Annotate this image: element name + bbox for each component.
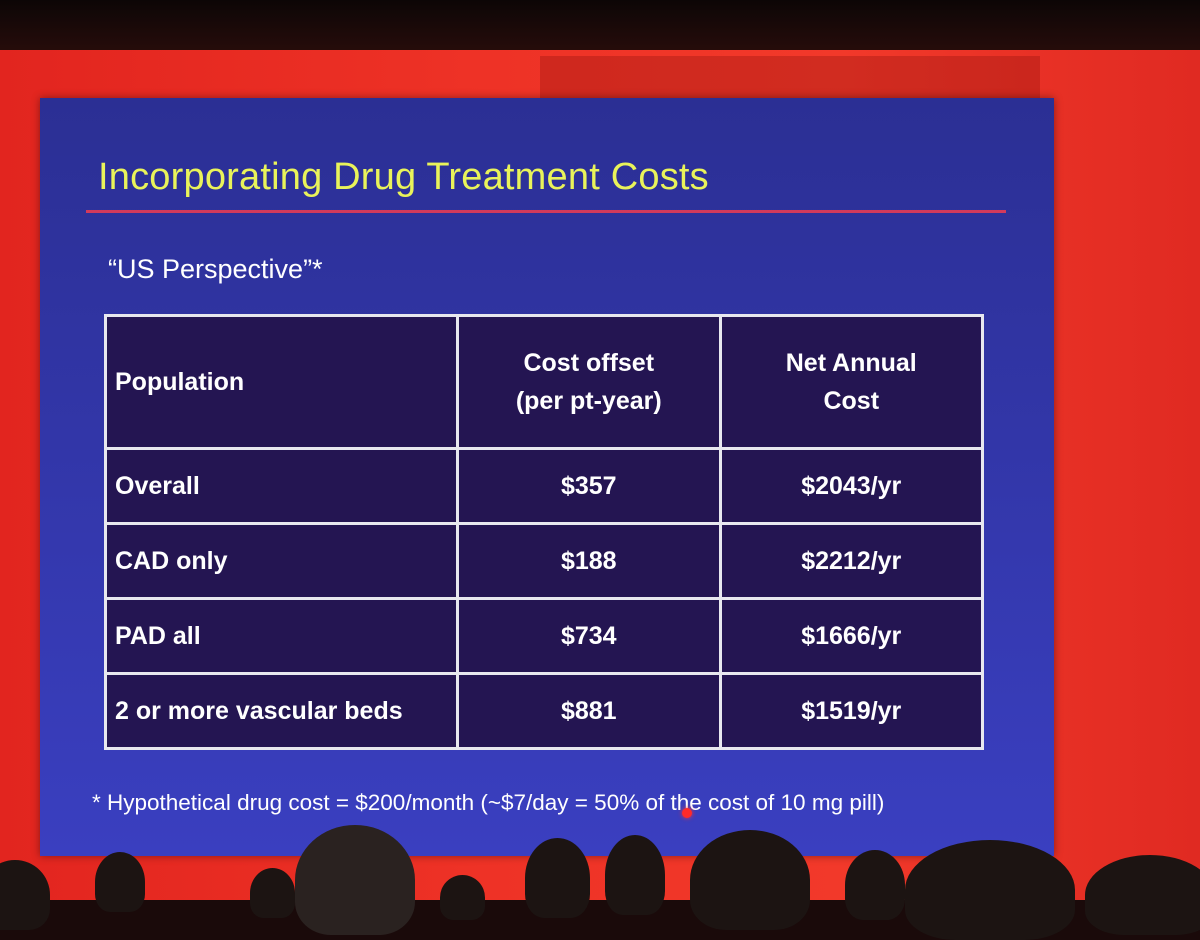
cell-net-annual-cost: $1519/yr <box>718 672 984 750</box>
venue-ceiling <box>0 0 1200 58</box>
cell-net-annual-cost: $1666/yr <box>718 597 984 675</box>
audience-silhouettes <box>0 820 1200 940</box>
header-net-annual-cost: Net Annual Cost <box>718 314 984 450</box>
cell-cost-offset: $881 <box>456 672 722 750</box>
slide-footnote: * Hypothetical drug cost = $200/month (~… <box>92 790 885 815</box>
cell-net-annual-cost: $2212/yr <box>718 522 984 600</box>
table-row: CAD only $188 $2212/yr <box>104 522 984 600</box>
cell-cost-offset: $734 <box>456 597 722 675</box>
header-population: Population <box>104 314 459 450</box>
audience-head <box>295 825 415 935</box>
cell-population: Overall <box>104 447 459 525</box>
table-row: PAD all $734 $1666/yr <box>104 597 984 675</box>
slide-subtitle: “US Perspective”* <box>108 254 323 284</box>
title-divider <box>86 210 1006 213</box>
cell-population: PAD all <box>104 597 459 675</box>
cell-population: CAD only <box>104 522 459 600</box>
table-header-row: Population Cost offset (per pt-year) Net… <box>104 314 984 450</box>
cell-net-annual-cost: $2043/yr <box>718 447 984 525</box>
audience-head <box>690 830 810 930</box>
audience-head <box>905 840 1075 940</box>
audience-head <box>605 835 665 915</box>
audience-head <box>1085 855 1200 935</box>
audience-head <box>845 850 905 920</box>
cell-population: 2 or more vascular beds <box>104 672 459 750</box>
table-row: Overall $357 $2043/yr <box>104 447 984 525</box>
laser-pointer-dot <box>682 808 692 818</box>
audience-head <box>250 868 295 918</box>
audience-head <box>95 852 145 912</box>
audience-head <box>0 860 50 930</box>
audience-head <box>525 838 590 918</box>
header-cost-offset: Cost offset (per pt-year) <box>456 314 722 450</box>
slide-title: Incorporating Drug Treatment Costs <box>98 156 709 198</box>
audience-head <box>440 875 485 920</box>
table-row: 2 or more vascular beds $881 $1519/yr <box>104 672 984 750</box>
presentation-slide: Incorporating Drug Treatment Costs “US P… <box>40 98 1054 856</box>
cost-table: Population Cost offset (per pt-year) Net… <box>104 314 984 750</box>
cell-cost-offset: $188 <box>456 522 722 600</box>
cell-cost-offset: $357 <box>456 447 722 525</box>
